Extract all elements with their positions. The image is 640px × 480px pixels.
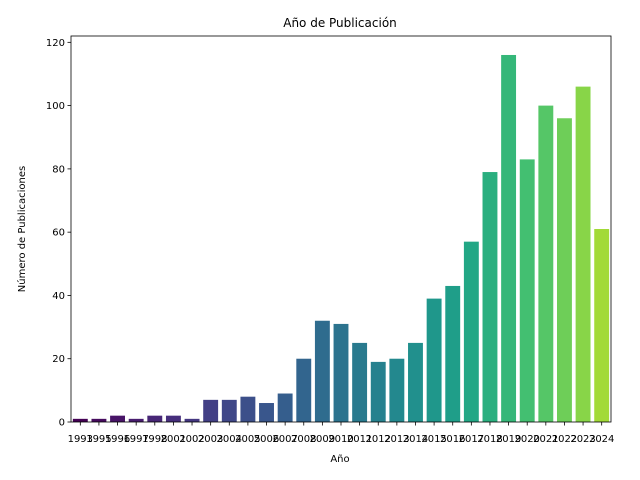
x-tick-label: 2012 (366, 434, 391, 445)
bar-2010 (333, 323, 349, 422)
x-tick-label: 2001 (161, 434, 186, 445)
x-tick-label: 2006 (254, 434, 279, 445)
bar-1996 (110, 415, 125, 422)
x-tick-label: 1997 (123, 434, 148, 445)
bar-2021 (538, 105, 554, 423)
bar-2018 (482, 172, 498, 422)
x-tick-label: 2014 (403, 434, 428, 445)
bar-2004 (221, 399, 237, 422)
y-tick-label: 20 (52, 354, 65, 365)
x-tick-label: 2016 (440, 434, 465, 445)
x-tick-label: 2008 (291, 434, 316, 445)
bar-2015 (426, 298, 442, 422)
bar-2007 (277, 393, 293, 422)
x-tick-label: 1996 (105, 434, 130, 445)
y-tick-label: 100 (46, 101, 65, 112)
x-axis-label: Año (330, 454, 349, 465)
x-tick-label: 2021 (533, 434, 558, 445)
x-tick-label: 2003 (198, 434, 223, 445)
bar-2019 (501, 54, 517, 422)
bar-2023 (575, 86, 591, 423)
bar-2016 (445, 285, 461, 422)
bar-2008 (296, 358, 312, 422)
bar-2017 (463, 241, 479, 422)
x-tick-label: 2017 (459, 434, 484, 445)
chart-title: Año de Publicación (283, 16, 397, 30)
x-tick-label: 2013 (384, 434, 409, 445)
x-tick-label: 2011 (347, 434, 372, 445)
y-tick-label: 80 (52, 164, 65, 175)
x-tick-label: 2010 (328, 434, 353, 445)
bar-1997 (128, 418, 144, 422)
x-tick-label: 2005 (235, 434, 260, 445)
y-tick-label: 60 (52, 228, 65, 239)
bar-2002 (184, 418, 200, 422)
y-tick-label: 120 (46, 38, 65, 49)
bar-1993 (72, 418, 88, 422)
bar-2003 (203, 399, 219, 422)
bar-2012 (370, 361, 386, 422)
bar-2024 (594, 229, 610, 422)
bars-group (72, 54, 610, 423)
x-tick-label: 1993 (68, 434, 93, 445)
x-tick-label: 2018 (477, 434, 502, 445)
x-tick-label: 1998 (142, 434, 167, 445)
x-tick-label: 2004 (217, 434, 242, 445)
x-tick-label: 2015 (421, 434, 446, 445)
x-tick-label: 2007 (272, 434, 297, 445)
x-axis: 1993199519961997199820012002200320042005… (68, 422, 614, 445)
x-tick-label: 2023 (570, 434, 595, 445)
y-tick-label: 0 (59, 418, 65, 429)
y-tick-label: 40 (52, 291, 65, 302)
x-tick-label: 2024 (589, 434, 614, 445)
y-axis: 0 20 40 60 80 100 120 (46, 38, 71, 429)
x-tick-label: 2022 (552, 434, 577, 445)
x-tick-label: 2019 (496, 434, 521, 445)
bar-2011 (352, 342, 368, 422)
bar-2013 (389, 358, 405, 422)
bar-2005 (240, 396, 256, 422)
bar-2006 (259, 403, 274, 422)
bar-1998 (147, 415, 163, 422)
bar-2020 (519, 159, 535, 422)
bar-2001 (165, 415, 181, 422)
x-tick-label: 2020 (514, 434, 539, 445)
bar-1995 (91, 418, 107, 422)
x-tick-label: 2002 (179, 434, 204, 445)
x-tick-label: 2009 (310, 434, 335, 445)
bar-2022 (557, 118, 572, 422)
y-axis-label: Número de Publicaciones (16, 166, 28, 292)
bar-2014 (408, 342, 423, 422)
x-tick-label: 1995 (86, 434, 111, 445)
bar-2009 (314, 320, 330, 422)
